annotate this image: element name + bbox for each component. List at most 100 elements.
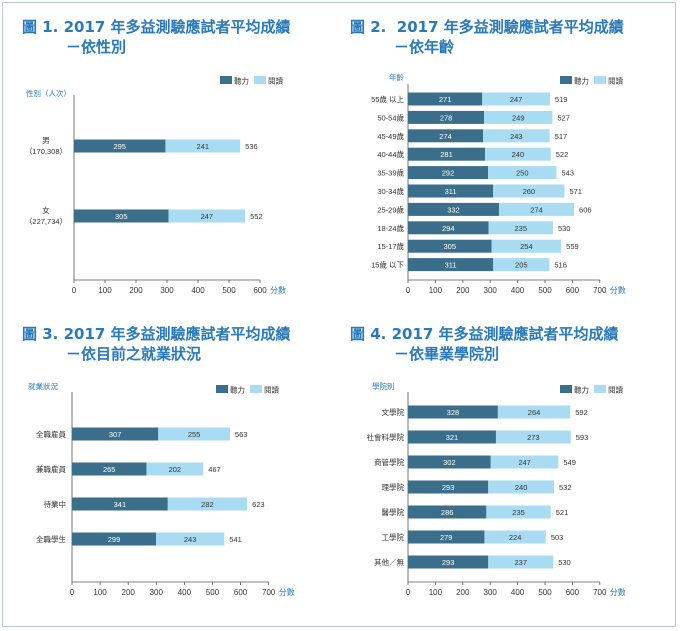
legend-swatch-listening: [560, 76, 572, 84]
bar-row: 社會科學院 321 273 593: [367, 430, 588, 444]
bar-reading: [498, 202, 575, 216]
bar-reading: [484, 530, 546, 544]
value-label-total: 521: [556, 508, 569, 517]
value-label-reading: 235: [512, 508, 525, 517]
bar-row: 商管學院 302 247 549: [374, 455, 576, 469]
value-label-listening: 299: [108, 535, 121, 544]
category-label: 25-29歲: [377, 204, 404, 214]
bar-row: 理學院 293 240 532: [382, 480, 572, 494]
bar-row: 男 （170,308） 295 241 536: [25, 136, 258, 156]
legend-swatch-reading: [250, 385, 262, 393]
value-label-total: 536: [245, 142, 258, 151]
x-tick-label: 200: [122, 588, 136, 597]
value-label-listening: 286: [441, 508, 454, 517]
category-label: 35-39歲: [377, 168, 404, 178]
value-label-listening: 302: [443, 458, 456, 467]
value-label-reading: 237: [514, 558, 527, 567]
chart-1-title-line1: 圖 1. 2017 年多益測驗應試者平均成績: [22, 18, 291, 36]
category-label: 兼職雇員: [36, 464, 66, 474]
bar-row: 工學院 279 224 503: [382, 530, 564, 544]
bar-reading: [491, 239, 562, 253]
x-tick-label: 0: [406, 588, 411, 597]
bar-listening: [408, 239, 492, 253]
value-label-total: 503: [551, 533, 564, 542]
bar-listening: [408, 147, 485, 161]
category-label: 15歲 以下: [371, 260, 404, 270]
value-label-total: 559: [566, 242, 579, 251]
x-tick-label: 200: [456, 588, 470, 597]
bar-reading: [488, 221, 553, 235]
value-label-reading: 235: [514, 224, 527, 233]
x-tick-label: 700: [593, 286, 607, 295]
value-label-listening: 271: [439, 95, 452, 104]
x-tick-label: 200: [456, 286, 470, 295]
chart-3: 就業狀況 聽力 閱讀 0 100 200 300 400 500 600 700 分數 全職雇員 307 2…: [28, 381, 295, 597]
bar-row: 45-49歲 274 243 517: [377, 129, 568, 143]
legend-swatch-reading: [254, 76, 266, 84]
value-label-reading: 273: [527, 433, 540, 442]
x-tick-label: 500: [538, 588, 552, 597]
bar-row: 全職雇員 307 255 563: [36, 427, 248, 441]
bar-reading: [146, 462, 204, 476]
bar-listening: [408, 166, 489, 180]
bar-listening: [408, 430, 496, 444]
bar-row: 55歲 以上 271 247 519: [371, 92, 567, 106]
value-label-listening: 281: [440, 150, 453, 159]
value-label-total: 563: [235, 430, 248, 439]
bar-listening: [408, 184, 494, 198]
bar-reading: [483, 129, 550, 143]
legend-swatch-reading: [594, 76, 606, 84]
x-tick-label: 300: [160, 286, 174, 295]
value-label-listening: 279: [440, 533, 453, 542]
value-label-total: 527: [557, 113, 570, 122]
chart-4-x-unit: 分數: [610, 587, 626, 597]
bar-row: 25-29歲 332 274 606: [377, 202, 592, 216]
bar-reading: [493, 258, 550, 272]
value-label-total: 517: [555, 132, 568, 141]
bar-reading: [484, 147, 551, 161]
bar-row: 待業中 341 282 623: [44, 497, 265, 511]
x-tick-label: 400: [511, 588, 525, 597]
value-label-listening: 307: [109, 430, 122, 439]
category-label: 45-49歲: [377, 131, 404, 141]
chart-3-ylabel: 就業狀況: [28, 381, 58, 391]
value-label-listening: 293: [442, 558, 455, 567]
bar-reading: [484, 110, 553, 124]
chart-3-title-line2: －依目前之就業狀況: [66, 345, 202, 363]
bar-reading: [493, 184, 565, 198]
value-label-total: 541: [229, 535, 242, 544]
x-tick-label: 0: [70, 588, 75, 597]
x-tick-label: 600: [234, 588, 248, 597]
legend-label-listening: 聽力: [234, 76, 249, 86]
bar-row: 40-44歲 281 240 522: [377, 147, 568, 161]
value-label-reading: 282: [201, 500, 214, 509]
bar-row: 全職學生 299 243 541: [36, 532, 242, 546]
bar-listening: [408, 555, 489, 569]
chart-1-title-line2: －依性別: [66, 38, 127, 56]
bar-listening: [408, 110, 485, 124]
bar-listening: [74, 139, 166, 153]
bar-reading: [167, 497, 248, 511]
category-label: 40-44歲: [377, 149, 404, 159]
bar-reading: [156, 532, 225, 546]
category-label: 商管學院: [374, 457, 404, 467]
value-label-reading: 249: [512, 113, 525, 122]
value-label-reading: 255: [188, 430, 201, 439]
value-label-total: 549: [563, 458, 576, 467]
chart-3-title-line1: 圖 3. 2017 年多益測驗應試者平均成績: [22, 325, 291, 343]
x-tick-label: 700: [262, 588, 276, 597]
value-label-reading: 240: [515, 483, 528, 492]
x-tick-label: 100: [98, 286, 112, 295]
bar-row: 文學院 328 264 592: [382, 405, 588, 419]
value-label-total: 592: [575, 408, 588, 417]
category-label: 工學院: [382, 532, 405, 542]
value-label-total: 543: [562, 169, 575, 178]
value-label-reading: 205: [515, 261, 528, 270]
value-label-total: 467: [208, 465, 221, 474]
bar-listening: [72, 497, 168, 511]
value-label-total: 532: [559, 483, 572, 492]
x-tick-label: 100: [93, 588, 107, 597]
category-label: 15-17歲: [377, 241, 404, 251]
value-label-reading: 260: [523, 187, 536, 196]
